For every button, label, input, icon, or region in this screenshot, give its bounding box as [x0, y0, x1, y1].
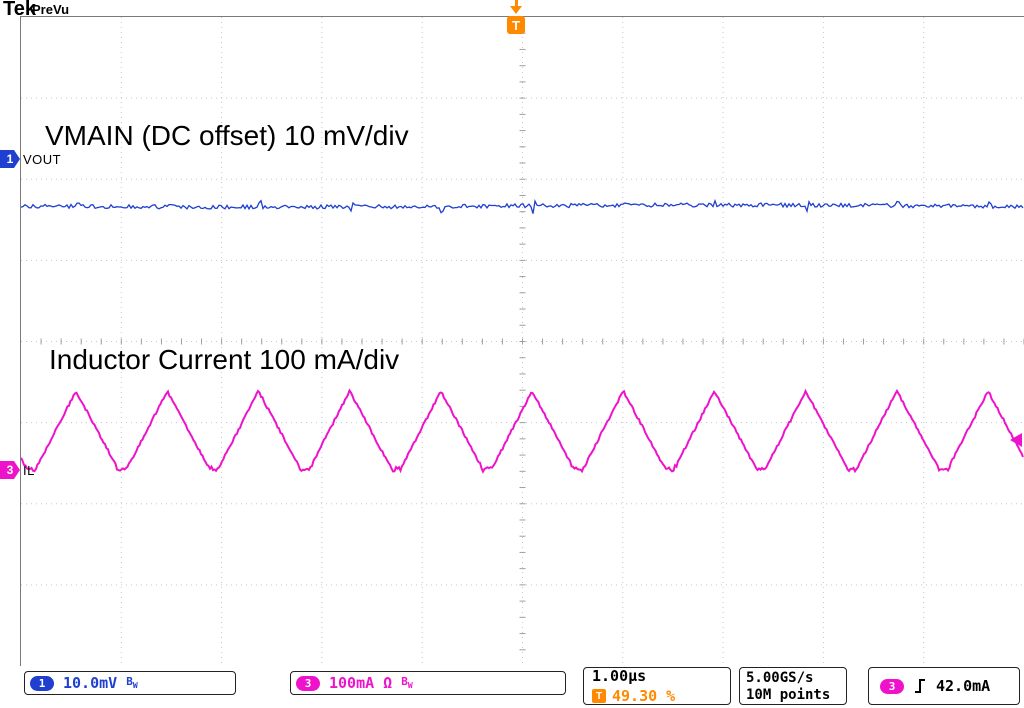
ch3-readout: 3 100mA Ω BW	[290, 671, 566, 695]
graticule: VMAIN (DC offset) 10 mV/div Inductor Cur…	[20, 16, 1024, 667]
trigger-arrow-icon	[510, 6, 522, 14]
trigger-arrow-stem	[514, 0, 518, 6]
readout-bar: 1 10.0mV BW 3 100mA Ω BW 1.00µs T 49.30 …	[0, 666, 1024, 708]
timebase-scale: 1.00µs	[592, 667, 647, 685]
trigger-level-arrow-icon	[1010, 433, 1022, 447]
acquisition-status: PreVu	[32, 2, 70, 17]
trigger-flag: T	[507, 16, 525, 34]
ch1-annotation: VMAIN (DC offset) 10 mV/div	[45, 120, 409, 151]
record-length: 10M points	[746, 686, 831, 703]
ch3-annotation: Inductor Current 100 mA/div	[49, 344, 400, 375]
ch3-scale: 100mA	[329, 674, 375, 692]
trigger-position-percent: 49.30 %	[612, 687, 676, 705]
trigger-position-marker: T	[505, 0, 527, 34]
graticule-grid	[21, 17, 1024, 666]
ch1-signal-label: VOUT	[23, 152, 62, 167]
ch3-impedance: Ω	[383, 674, 393, 692]
horizontal-readout: 1.00µs T 49.30 %	[583, 667, 731, 705]
sample-rate: 5.00GS/s	[746, 669, 814, 686]
waveform-layer	[21, 198, 1024, 474]
ch3-reference-marker: 3	[0, 461, 20, 479]
trigger-position-readout: T 49.30 %	[592, 687, 675, 705]
bandwidth-limit-icon: BW	[126, 675, 138, 691]
tek-logo: Tek	[3, 0, 36, 20]
ch3-signal-label: IL	[23, 463, 35, 478]
trigger-level: 42.0mA	[936, 677, 991, 695]
trigger-source-badge: 3	[880, 678, 904, 694]
trigger-t-icon: T	[592, 689, 606, 703]
rising-edge-icon	[915, 679, 925, 693]
trigger-readout: 3 42.0mA	[868, 667, 1020, 705]
acquisition-readout: 5.00GS/s 10M points	[739, 667, 847, 705]
bandwidth-limit-icon: BW	[401, 675, 413, 691]
ch1-badge: 1	[30, 675, 54, 691]
ch3-badge: 3	[296, 675, 320, 691]
ch1-readout: 1 10.0mV BW	[24, 671, 236, 695]
ch1-scale: 10.0mV	[63, 674, 118, 692]
ch1-reference-marker: 1	[0, 150, 20, 168]
